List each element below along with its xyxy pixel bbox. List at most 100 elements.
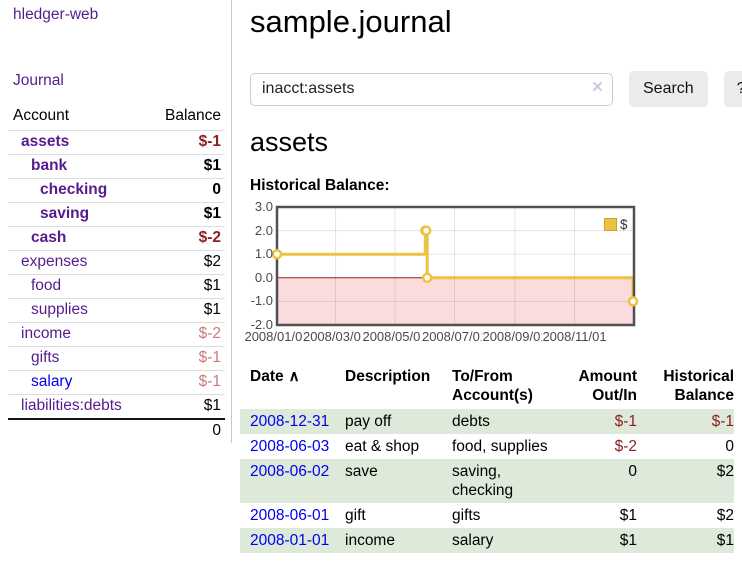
transactions-table: Date ∧ Description To/From Account(s) Amo… bbox=[240, 365, 734, 553]
transaction-date-link[interactable]: 2008-06-03 bbox=[250, 438, 330, 455]
transaction-description: eat & shop bbox=[345, 438, 420, 455]
transaction-description: pay off bbox=[345, 413, 392, 430]
account-balance: $2 bbox=[146, 250, 225, 275]
account-balance: $1 bbox=[146, 202, 225, 227]
transaction-description: gift bbox=[345, 507, 366, 524]
account-link[interactable]: salary bbox=[31, 373, 73, 390]
accounts-header-row: Account Balance bbox=[8, 104, 225, 131]
account-link[interactable]: gifts bbox=[31, 349, 60, 366]
col-amount: Amount Out/In bbox=[578, 368, 637, 404]
x-axis-tick: 2008/07/01 bbox=[420, 329, 489, 344]
account-link[interactable]: assets bbox=[21, 133, 70, 150]
transaction-amount: $-1 bbox=[614, 413, 637, 430]
account-row: liabilities:debts $1 bbox=[8, 394, 225, 419]
series-label: $ bbox=[620, 217, 628, 232]
account-link[interactable]: cash bbox=[31, 229, 67, 246]
nav-journal-link[interactable]: Journal bbox=[13, 72, 64, 89]
account-row: cash $-2 bbox=[8, 226, 225, 251]
transaction-amount: $1 bbox=[619, 532, 637, 549]
transaction-balance: $2 bbox=[716, 463, 734, 480]
account-balance: $-1 bbox=[146, 130, 225, 155]
account-row: checking 0 bbox=[8, 178, 225, 203]
chart-legend: $ bbox=[604, 217, 628, 232]
transaction-date-link[interactable]: 2008-06-02 bbox=[250, 463, 330, 480]
x-axis-tick: 2008/03/01 bbox=[301, 329, 370, 344]
account-balance: $1 bbox=[146, 394, 225, 419]
account-row: salary $-1 bbox=[8, 370, 225, 395]
search-bar: × Search ? bbox=[250, 71, 742, 107]
transaction-accounts: salary bbox=[452, 532, 494, 549]
transactions-header-row: Date ∧ Description To/From Account(s) Amo… bbox=[240, 365, 734, 409]
account-balance: $1 bbox=[146, 274, 225, 299]
transaction-row: 2008-12-31 pay off debts $-1 $-1 bbox=[240, 409, 734, 434]
account-balance: $-1 bbox=[146, 370, 225, 395]
chart-title: Historical Balance: bbox=[250, 177, 390, 194]
account-link[interactable]: saving bbox=[40, 205, 90, 222]
account-row: assets $-1 bbox=[8, 130, 225, 155]
x-axis-tick: 2008/11/01 bbox=[541, 329, 608, 344]
sidebar: hledger-web Journal Account Balance asse… bbox=[0, 0, 232, 443]
col-date[interactable]: Date ∧ bbox=[250, 368, 300, 385]
account-balance: $-2 bbox=[146, 322, 225, 347]
transaction-balance: 0 bbox=[725, 438, 734, 455]
account-link[interactable]: liabilities:debts bbox=[21, 397, 122, 414]
transaction-description: income bbox=[345, 532, 395, 549]
y-axis-tick: 3.0 bbox=[254, 199, 273, 214]
balance-chart: $ 3.0 2.0 1.0 0.0 -1.0 -2.0 2008/01/01 2008/03/… bbox=[240, 196, 660, 348]
account-link[interactable]: bank bbox=[31, 157, 68, 174]
transaction-row: 2008-06-01 gift gifts $1 $2 bbox=[240, 503, 734, 528]
transaction-balance: $2 bbox=[716, 507, 734, 524]
accounts-table: Account Balance assets $-1 bank $1 checkin… bbox=[8, 104, 225, 443]
accounts-col-balance: Balance bbox=[164, 107, 221, 124]
page-title: sample.journal bbox=[250, 4, 452, 39]
account-link[interactable]: checking bbox=[40, 181, 108, 198]
y-axis-tick: -1.0 bbox=[250, 293, 273, 309]
accounts-col-account: Account bbox=[13, 107, 70, 124]
transaction-amount: $-2 bbox=[614, 438, 637, 455]
account-link[interactable]: income bbox=[21, 325, 71, 342]
account-row: supplies $1 bbox=[8, 298, 225, 323]
help-button[interactable]: ? bbox=[723, 71, 742, 107]
account-link[interactable]: food bbox=[31, 277, 62, 294]
transaction-accounts: gifts bbox=[452, 507, 481, 524]
y-axis-tick: 2.0 bbox=[254, 222, 273, 238]
account-link[interactable]: supplies bbox=[31, 301, 88, 318]
transaction-date-link[interactable]: 2008-01-01 bbox=[250, 532, 330, 549]
sort-asc-icon: ∧ bbox=[288, 368, 300, 385]
clear-search-icon[interactable]: × bbox=[591, 76, 603, 98]
account-heading: assets bbox=[250, 127, 329, 157]
x-axis-tick: 2008/01/01 bbox=[243, 329, 311, 344]
search-button[interactable]: Search bbox=[629, 71, 708, 107]
transaction-row: 2008-01-01 income salary $1 $1 bbox=[240, 528, 734, 553]
transaction-date-link[interactable]: 2008-12-31 bbox=[250, 413, 330, 430]
transaction-balance: $1 bbox=[716, 532, 734, 549]
series-swatch-icon bbox=[604, 218, 617, 231]
y-axis-tick: 0.0 bbox=[254, 269, 273, 285]
transaction-amount: 0 bbox=[628, 463, 637, 480]
account-row: expenses $2 bbox=[8, 250, 225, 275]
main-panel: sample.journal × Search ? assets Histori… bbox=[233, 0, 742, 553]
account-balance: $-1 bbox=[146, 346, 225, 371]
transaction-accounts: debts bbox=[452, 413, 490, 430]
account-row: food $1 bbox=[8, 274, 225, 299]
y-axis-tick: 1.0 bbox=[254, 246, 273, 262]
col-balance: Historical Balance bbox=[663, 368, 734, 404]
account-row: gifts $-1 bbox=[8, 346, 225, 371]
accounts-total-row: 0 bbox=[8, 418, 225, 443]
x-axis-tick: 2008/09/01 bbox=[481, 329, 549, 344]
account-row: saving $1 bbox=[8, 202, 225, 227]
transaction-row: 2008-06-03 eat & shop food, supplies $-2… bbox=[240, 434, 734, 459]
account-row: income $-2 bbox=[8, 322, 225, 347]
account-balance: $1 bbox=[146, 154, 225, 179]
col-accounts: To/From Account(s) bbox=[452, 368, 533, 404]
chart-plot bbox=[271, 205, 639, 327]
account-link[interactable]: expenses bbox=[21, 253, 88, 270]
transaction-date-link[interactable]: 2008-06-01 bbox=[250, 507, 330, 524]
transaction-balance: $-1 bbox=[711, 413, 734, 430]
transaction-accounts: food, supplies bbox=[452, 438, 548, 455]
transaction-amount: $1 bbox=[619, 507, 637, 524]
brand-link[interactable]: hledger-web bbox=[13, 6, 99, 23]
x-axis-tick: 2008/05/01 bbox=[361, 329, 429, 344]
search-input[interactable] bbox=[250, 72, 613, 106]
account-row: bank $1 bbox=[8, 154, 225, 179]
